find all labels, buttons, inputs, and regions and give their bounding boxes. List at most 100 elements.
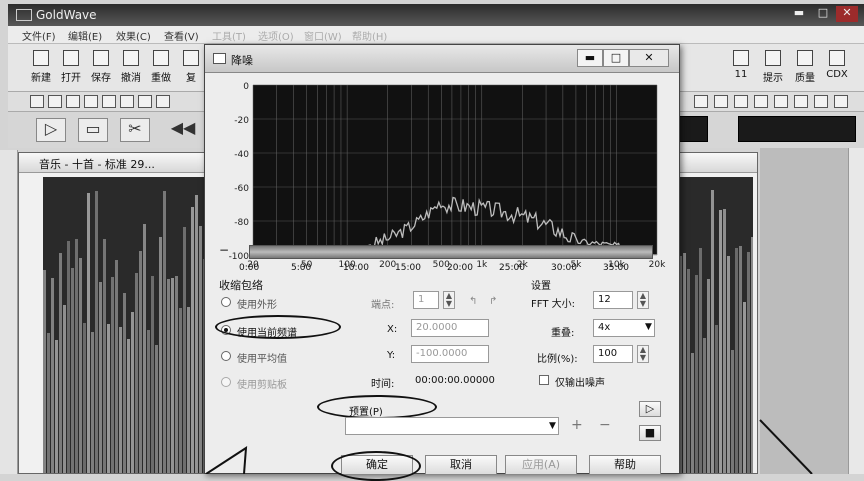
new-button[interactable]: 新建 xyxy=(28,48,54,88)
y-field[interactable]: -100.0000 xyxy=(411,345,489,363)
waveform-bar xyxy=(163,190,166,473)
fft-size-spinner[interactable]: ▲ ▼ xyxy=(637,291,649,309)
add-preset-icon[interactable]: + xyxy=(571,417,583,433)
minimize-icon[interactable]: ▬ xyxy=(793,6,805,19)
y-tick-label: -80 xyxy=(234,218,249,228)
tool-icon[interactable] xyxy=(102,95,116,108)
preset-select[interactable] xyxy=(345,417,559,435)
x-tick-label: 20k xyxy=(649,260,666,270)
tool-icon[interactable] xyxy=(156,95,170,108)
menu-item[interactable]: 帮助(H) xyxy=(352,32,388,43)
counter-button[interactable]: 11 xyxy=(728,48,754,88)
ratio-spinner[interactable]: ▲ ▼ xyxy=(637,345,649,363)
redo-button[interactable]: 重做 xyxy=(148,48,174,88)
chevron-down-icon[interactable]: ▼ xyxy=(645,322,652,332)
tool-icon[interactable] xyxy=(734,95,748,108)
waveform-bar xyxy=(71,268,74,473)
preset-chevron-down-icon[interactable]: ▼ xyxy=(549,421,556,431)
cut-icon[interactable]: ✂ xyxy=(120,118,150,142)
tool-icon[interactable] xyxy=(714,95,728,108)
stop-preview-icon[interactable]: ■ xyxy=(639,425,661,441)
play-icon[interactable]: ▷ xyxy=(36,118,66,142)
menu-item[interactable]: 选项(O) xyxy=(258,32,294,43)
x-axis-ticks: 20 50 100 200 500 1k 2k 5k 10k 20k xyxy=(247,260,666,270)
tool-icon[interactable] xyxy=(834,95,848,108)
menu-view[interactable]: 查看(V) xyxy=(164,32,199,43)
play-preview-icon[interactable]: ▷ xyxy=(639,401,661,417)
apply-button[interactable]: 应用(A) xyxy=(505,455,577,475)
undo-button[interactable]: 撤消 xyxy=(118,48,144,88)
next-point-icon[interactable]: ↱ xyxy=(489,296,498,307)
waveform-bar xyxy=(715,324,718,473)
y-tick-label: 0 xyxy=(243,82,249,92)
time-tick-label: 20:00 xyxy=(447,263,473,273)
menu-effects[interactable]: 效果(C) xyxy=(116,32,151,43)
radio-use-clipboard[interactable] xyxy=(221,377,231,387)
waveform-bar xyxy=(107,324,110,473)
open-button[interactable]: 打开 xyxy=(58,48,84,88)
cdx-button[interactable]: CDX xyxy=(824,48,850,88)
waveform-bar xyxy=(131,312,134,473)
app-logo-icon xyxy=(16,9,32,21)
help-button[interactable]: 帮助 xyxy=(589,455,661,475)
tool-icon[interactable] xyxy=(814,95,828,108)
remove-preset-icon[interactable]: − xyxy=(599,417,611,433)
prev-point-icon[interactable]: ↰ xyxy=(469,296,478,307)
tool-icon[interactable] xyxy=(84,95,98,108)
tool-icon[interactable] xyxy=(754,95,768,108)
menu-edit[interactable]: 编辑(E) xyxy=(68,32,103,43)
dialog-minimize-icon[interactable]: ▬ xyxy=(577,49,603,67)
tool-icon[interactable] xyxy=(120,95,134,108)
menu-item[interactable]: 窗口(W) xyxy=(304,32,342,43)
waveform-bar xyxy=(743,302,746,473)
menu-item[interactable]: 工具(T) xyxy=(212,32,246,43)
save-button[interactable]: 保存 xyxy=(88,48,114,88)
waveform-bar xyxy=(723,208,726,473)
tool-icon[interactable] xyxy=(66,95,80,108)
time-range-slider[interactable] xyxy=(249,245,653,259)
waveform-bar xyxy=(43,269,46,473)
time-tick-label: 5:00 xyxy=(291,263,312,273)
point-field[interactable]: 1 xyxy=(413,291,439,309)
x-field[interactable]: 20.0000 xyxy=(411,319,489,337)
waveform-bar xyxy=(735,248,738,473)
timeline-left-arrow-icon[interactable]: − xyxy=(219,243,230,257)
hint-button[interactable]: 提示 xyxy=(760,48,786,88)
maximize-icon[interactable]: □ xyxy=(817,6,829,19)
tool-icon[interactable] xyxy=(48,95,62,108)
cancel-button[interactable]: 取消 xyxy=(425,455,497,475)
main-title-bar: GoldWave ▬ □ ✕ xyxy=(8,4,864,26)
point-spinner[interactable]: ▲ ▼ xyxy=(443,291,455,309)
menu-file[interactable]: 文件(F) xyxy=(22,32,56,43)
rewind-icon[interactable]: ◀◀ xyxy=(170,118,196,137)
close-icon[interactable]: ✕ xyxy=(836,6,858,22)
tool-icon[interactable] xyxy=(138,95,152,108)
time-label: 时间: xyxy=(371,379,395,390)
overlap-select[interactable]: 4x xyxy=(593,319,655,337)
waveform-bar xyxy=(159,237,162,473)
settings-group-label: 设置 xyxy=(531,281,551,292)
waveform-bar xyxy=(155,344,158,473)
spectrum-graph[interactable]: 0 -20 -40 -60 -80 -100 20 50 100 200 500 1k 2k 5k 10k… xyxy=(217,79,673,289)
fft-size-field[interactable]: 12 xyxy=(593,291,633,309)
envelope-group-label: 收缩包络 xyxy=(219,279,263,292)
radio-use-clipboard-label: 使用剪贴板 xyxy=(237,380,287,391)
quality-button[interactable]: 质量 xyxy=(792,48,818,88)
tool-icon[interactable] xyxy=(794,95,808,108)
noise-only-checkbox[interactable] xyxy=(539,375,549,385)
tool-icon[interactable] xyxy=(30,95,44,108)
tool-icon[interactable] xyxy=(694,95,708,108)
play-range-icon[interactable]: ▭ xyxy=(78,118,108,142)
tool-icon[interactable] xyxy=(774,95,788,108)
radio-use-shape[interactable] xyxy=(221,297,231,307)
copy-button[interactable]: 复 xyxy=(178,48,204,88)
time-tick-label: 35:00 xyxy=(603,263,629,273)
radio-use-average[interactable] xyxy=(221,351,231,361)
noise-reduction-dialog: 降噪 ▬ □ ✕ 0 -20 -40 -60 -80 -100 20 50 100 200 500… xyxy=(204,44,680,481)
dialog-maximize-icon[interactable]: □ xyxy=(603,49,629,67)
time-tick-label: 10:00 xyxy=(343,263,369,273)
dialog-close-icon[interactable]: ✕ xyxy=(629,49,669,67)
ratio-field[interactable]: 100 xyxy=(593,345,633,363)
waveform-bar xyxy=(167,278,170,473)
vertical-scrollbar[interactable] xyxy=(848,148,864,474)
